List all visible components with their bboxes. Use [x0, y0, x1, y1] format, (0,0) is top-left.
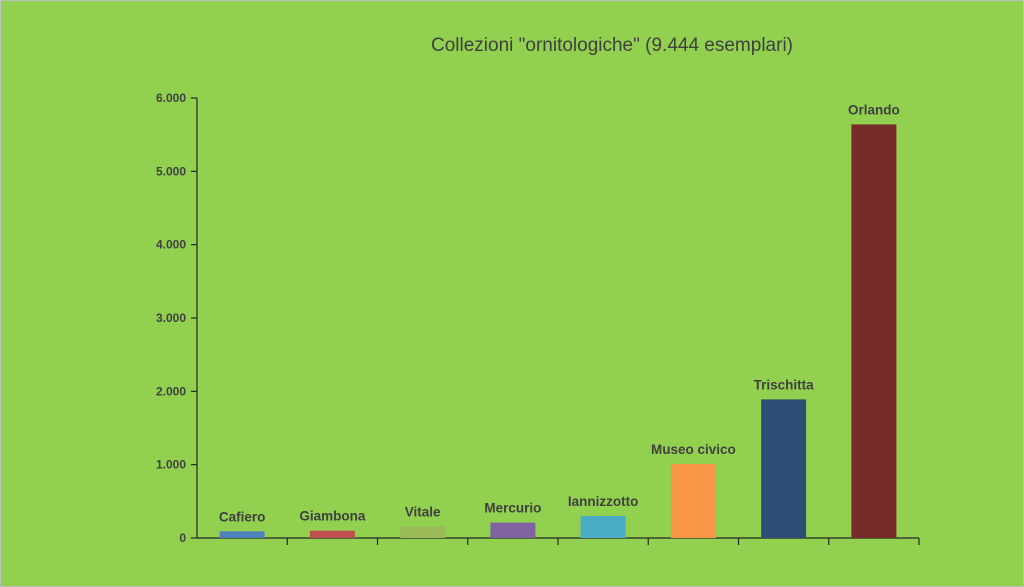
bar-label: Museo civico [651, 442, 736, 457]
y-tick-label: 2.000 [156, 384, 186, 398]
y-tick-label: 4.000 [156, 238, 186, 252]
bar-label: Vitale [405, 504, 441, 519]
bar [670, 463, 716, 538]
bar [219, 531, 265, 538]
y-tick-label: 6.000 [156, 91, 186, 105]
bar-label: Iannizzotto [568, 494, 639, 509]
y-tick-label: 1.000 [156, 458, 186, 472]
bar-label: Giambona [299, 509, 366, 524]
bar-label: Trischitta [754, 377, 815, 392]
bar [490, 522, 536, 538]
bar-label: Mercurio [484, 501, 541, 516]
data-labels: Cafiero Giambona Vitale Mercurio Iannizzotto… [219, 102, 900, 524]
bar [761, 399, 807, 538]
y-tick-label: 0 [179, 531, 186, 545]
chart-title: Collezioni "ornitologiche" (9.444 esempl… [431, 35, 793, 56]
bar [309, 530, 355, 538]
y-tick-label: 5.000 [156, 164, 186, 178]
bar [851, 124, 897, 539]
y-tick-label: 3.000 [156, 311, 186, 325]
bar [580, 516, 626, 538]
bars [219, 124, 897, 539]
bar-label: Orlando [848, 102, 900, 117]
bar [400, 526, 446, 538]
bar-label: Cafiero [219, 509, 266, 524]
